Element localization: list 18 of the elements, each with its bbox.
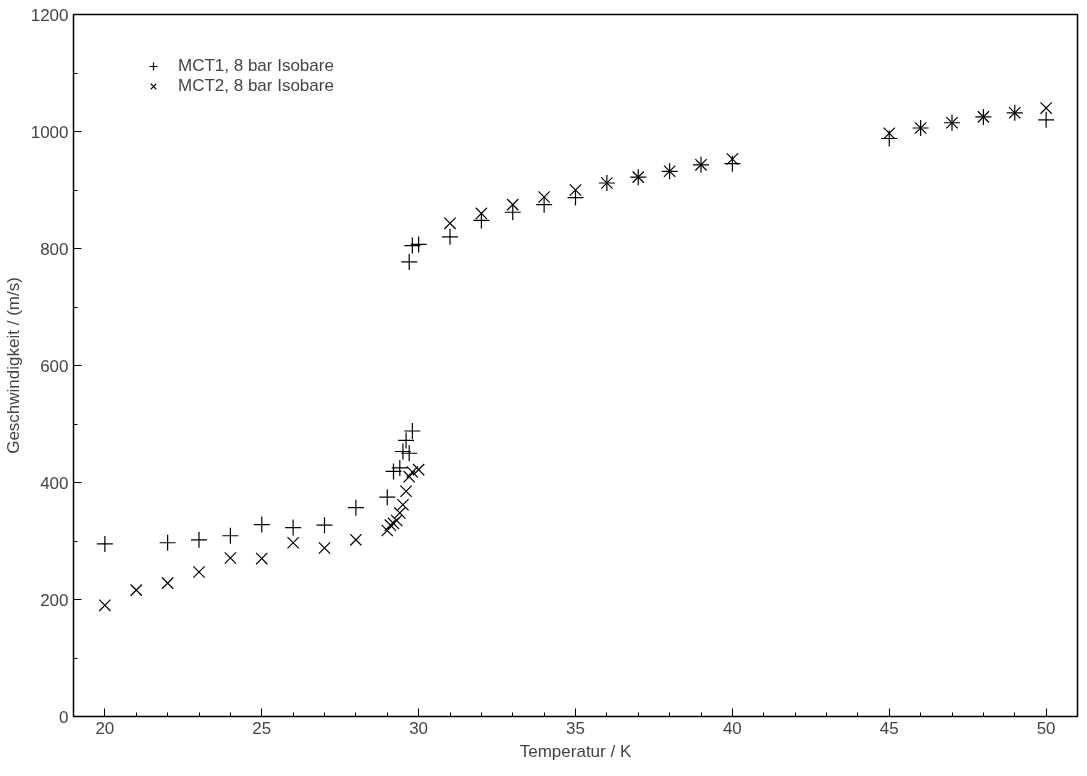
y-tick-label: 600 — [40, 356, 69, 376]
y-axis-title: Geschwindigkeit / (m/s) — [3, 277, 23, 454]
x-tick-label: 50 — [1036, 718, 1056, 738]
legend-label: MCT1, 8 bar Isobare — [178, 56, 334, 76]
x-tick-label: 25 — [252, 718, 272, 738]
y-tick-label: 800 — [40, 239, 69, 259]
y-tick-label: 1000 — [30, 122, 69, 142]
y-tick-label: 0 — [59, 707, 69, 727]
y-tick-label: 1200 — [30, 5, 69, 25]
x-tick-label: 40 — [722, 718, 742, 738]
y-tick-label: 400 — [40, 473, 69, 493]
x-tick-label: 20 — [95, 718, 115, 738]
legend-label: MCT2, 8 bar Isobare — [178, 76, 334, 96]
x-tick-label: 35 — [566, 718, 585, 738]
x-tick-label: 45 — [879, 718, 899, 738]
x-axis-title: Temperatur / K — [519, 741, 632, 761]
y-tick-label: 200 — [40, 590, 69, 610]
x-tick-label: 30 — [409, 718, 429, 738]
